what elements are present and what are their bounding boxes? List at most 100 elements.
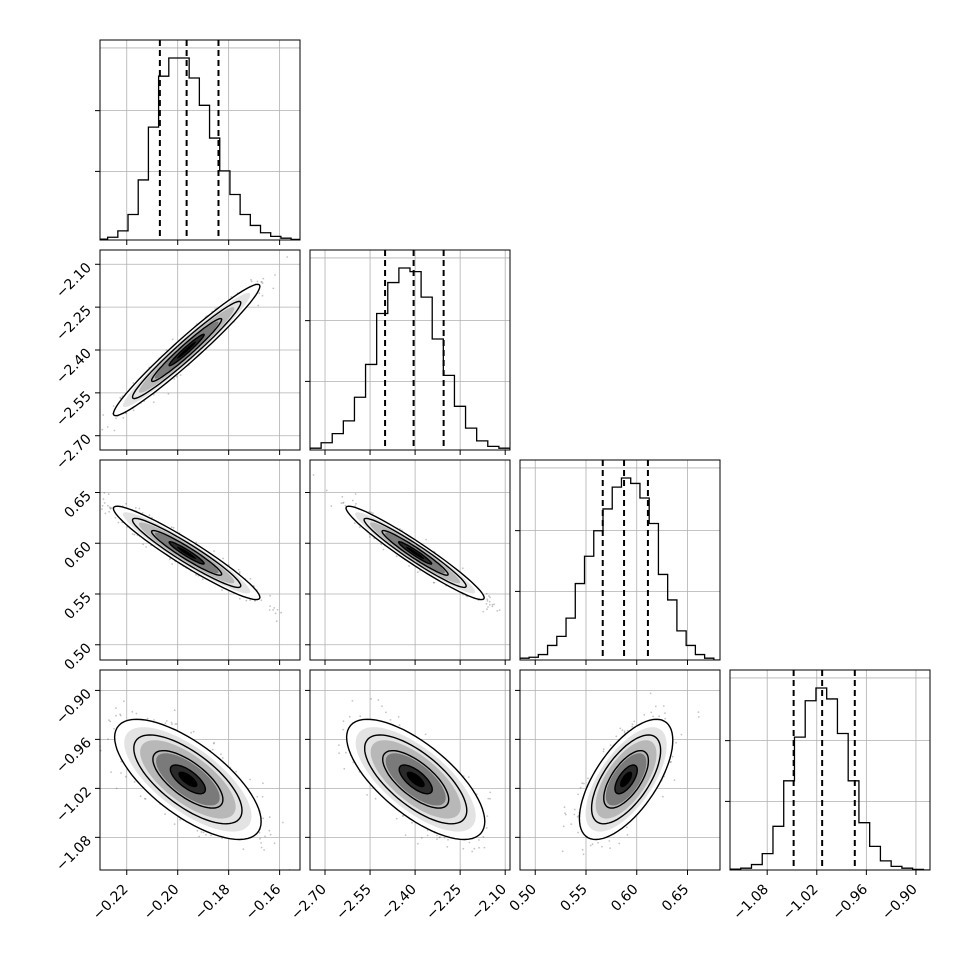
scatter-point [107,505,109,507]
scatter-point [349,716,351,718]
scatter-point [103,492,105,494]
scatter-point [119,714,121,716]
scatter-point [478,839,480,841]
scatter-point [486,815,488,817]
scatter-point [174,723,176,725]
scatter-point [115,715,117,717]
panel-frame [520,460,720,660]
x-tick-label: −0.18 [192,882,234,924]
scatter-point [499,609,501,611]
scatter-point [468,776,470,778]
scatter-point [492,604,494,606]
scatter-point [262,796,264,798]
scatter-point [282,822,284,824]
x-tick-label: −2.10 [468,882,510,924]
y-tick-label: 0.65 [61,488,94,521]
scatter-point [132,382,134,384]
scatter-point [259,832,261,834]
scatter-point [102,414,104,416]
scatter-point [222,757,224,759]
scatter-point [570,823,572,825]
scatter-point [257,305,259,307]
scatter-point [165,722,167,724]
scatter-point [366,794,368,796]
panel-plot-area [730,670,930,870]
panel-plot-area [66,460,300,660]
scatter-point [399,724,401,726]
panel-plot-area [310,250,510,450]
scatter-point [115,417,117,419]
panel-0-0 [95,40,301,245]
scatter-point [662,796,664,798]
scatter-point [66,479,68,481]
scatter-point [343,768,345,770]
scatter-point [174,823,176,825]
y-tick-label: −2.10 [53,260,95,302]
y-tick-label: −2.55 [53,388,95,430]
y-tick-label: −1.02 [53,784,95,826]
scatter-point [171,526,173,528]
scatter-point [220,753,222,755]
scatter-point [681,734,683,736]
scatter-point [486,827,488,829]
x-tick-label: −1.08 [730,882,772,924]
scatter-point [261,847,263,849]
scatter-point [493,604,495,606]
scatter-point [90,492,92,494]
scatter-point [369,536,371,538]
scatter-point [144,798,146,800]
scatter-point [263,849,265,851]
scatter-point [166,720,168,722]
scatter-point [90,486,92,488]
scatter-point [96,509,98,511]
y-tick-label: −0.90 [53,686,95,728]
panel-frame [310,250,510,450]
scatter-point [190,732,192,734]
scatter-point [264,836,266,838]
scatter-point [355,503,357,505]
y-tick-label: 0.55 [61,590,94,623]
scatter-point [342,502,344,504]
scatter-point [145,546,147,548]
scatter-point [372,512,374,514]
x-tick-label: −0.20 [141,882,183,924]
scatter-point [488,595,490,597]
scatter-point [213,742,215,744]
scatter-point [398,716,400,718]
scatter-point [193,731,195,733]
scatter-point [235,771,237,773]
scatter-point [120,772,122,774]
scatter-point [115,517,117,519]
x-tick-label: −1.02 [780,882,822,924]
scatter-point [179,819,181,821]
scatter-point [342,729,344,731]
scatter-point [276,620,278,622]
y-tick-label: 0.50 [61,640,94,673]
scatter-point [652,716,654,718]
scatter-point [390,719,392,721]
scatter-point [202,578,204,580]
scatter-point [135,507,137,509]
scatter-point [396,818,398,820]
scatter-point [658,715,660,717]
scatter-point [385,712,387,714]
scatter-point [222,558,224,560]
scatter-point [173,378,175,380]
scatter-point [96,743,98,745]
scatter-point [270,834,272,836]
scatter-point [171,723,173,725]
x-tick-label: −2.70 [288,882,330,924]
scatter-point [663,705,665,707]
scatter-point [133,410,135,412]
scatter-point [257,281,259,283]
scatter-point [104,502,106,504]
scatter-point [274,842,276,844]
scatter-point [484,847,486,849]
y-tick-label: −2.25 [53,303,95,345]
scatter-point [125,503,127,505]
scatter-point [341,496,343,498]
scatter-point [375,798,377,800]
scatter-point [205,834,207,836]
panel-plot-area [520,460,720,660]
